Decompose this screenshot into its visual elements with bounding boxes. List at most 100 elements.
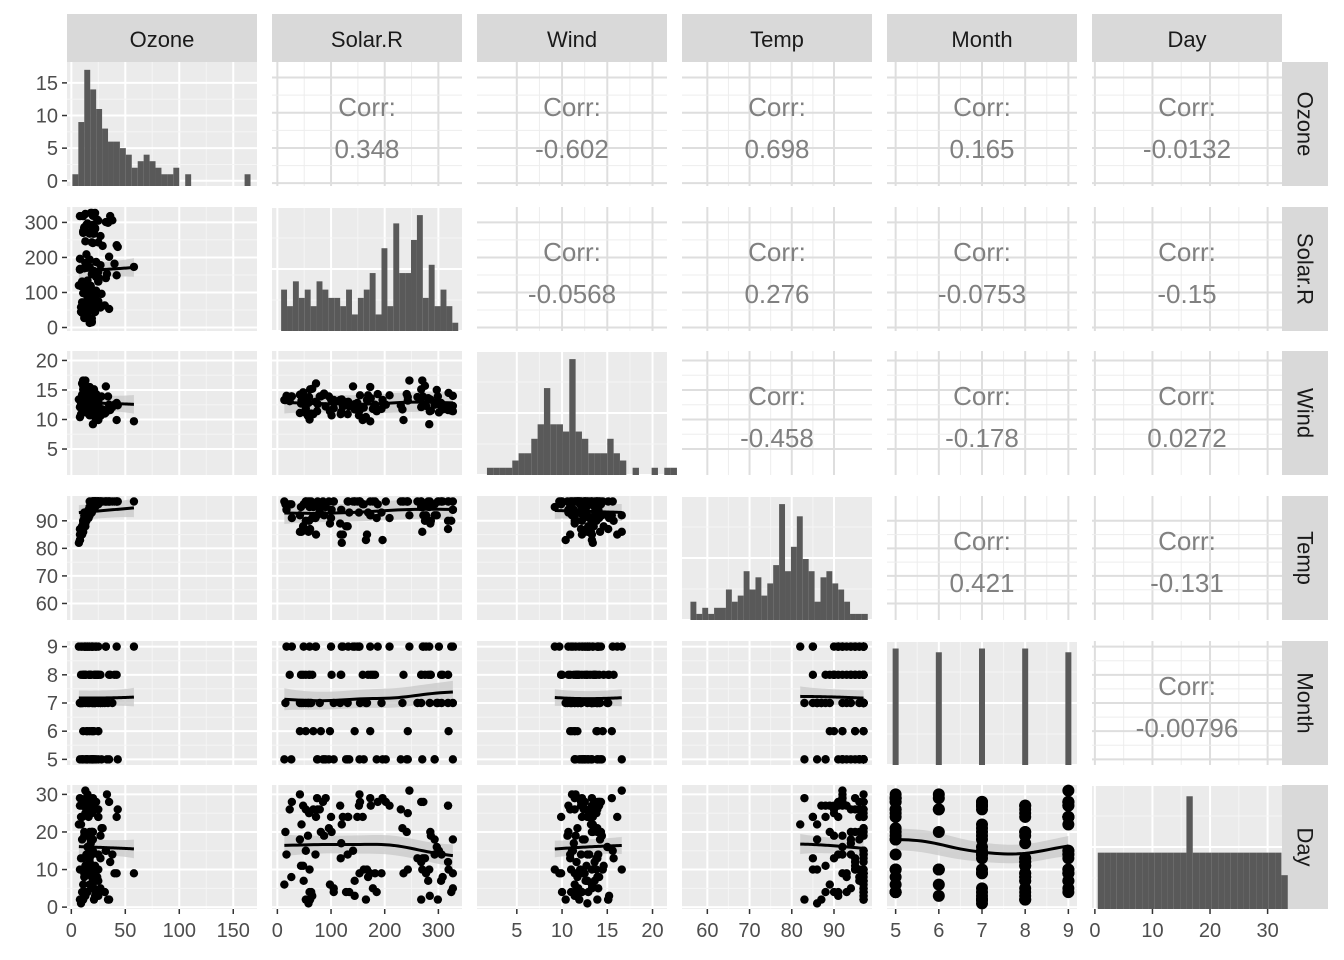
- scatter-point: [282, 391, 291, 401]
- scatter-point: [305, 642, 314, 651]
- scatter-point: [608, 642, 617, 651]
- corr-value: 0.348: [334, 134, 399, 164]
- histogram-bar: [708, 613, 715, 620]
- panel-Temp-Temp: [682, 495, 872, 621]
- scatter-point: [565, 530, 575, 539]
- scatter-point: [85, 755, 94, 764]
- corr-value: -0.0132: [1143, 134, 1231, 164]
- histogram-bar: [1249, 852, 1257, 909]
- scatter-point: [385, 513, 394, 523]
- panel-Day-Solar.R: [272, 785, 462, 909]
- histogram-bar: [1180, 852, 1187, 909]
- scatter-point: [590, 670, 599, 680]
- scatter-point: [305, 865, 314, 874]
- histogram-bar: [446, 306, 453, 331]
- scatter-point: [569, 839, 579, 848]
- scatter-point: [81, 209, 90, 219]
- histogram-bar: [102, 128, 109, 186]
- scatter-point: [377, 869, 386, 878]
- histogram-bar: [1281, 875, 1288, 909]
- scatter-point: [366, 497, 375, 506]
- corr-panel-Wind-Day: Corr: 0.0272: [1092, 351, 1282, 475]
- scatter-point: [808, 812, 818, 822]
- x-tick-label: 5: [511, 920, 522, 942]
- scatter-point: [398, 698, 407, 708]
- scatter-point: [594, 850, 603, 859]
- scatter-point: [80, 869, 89, 878]
- scatter-point: [78, 755, 88, 764]
- corr-value: 0.276: [744, 279, 809, 309]
- x-tick-label: 6: [933, 920, 944, 942]
- scatter-point: [77, 530, 87, 539]
- scatter-point: [846, 827, 856, 837]
- histogram-bar: [125, 154, 132, 186]
- scatter-point: [94, 755, 103, 764]
- scatter-point: [82, 250, 91, 259]
- scatter-point: [578, 835, 588, 844]
- scatter-point: [1062, 810, 1075, 823]
- row-strip-label: Wind: [1293, 388, 1318, 438]
- scatter-point: [87, 642, 97, 651]
- x-tick-label: 7: [976, 920, 987, 942]
- scatter-point: [592, 726, 601, 736]
- scatter-point: [337, 538, 346, 548]
- scatter-point: [113, 755, 122, 764]
- histogram-bar: [287, 306, 293, 331]
- bar: [935, 652, 942, 765]
- scatter-point: [932, 825, 945, 838]
- scatter-point: [326, 513, 336, 523]
- y-tick-label: 300: [25, 212, 58, 234]
- scatter-point: [859, 895, 868, 904]
- scatter-point: [578, 642, 588, 651]
- scatter-point: [93, 215, 102, 224]
- histogram-bar: [731, 601, 738, 620]
- panel-Month-Solar.R: [272, 641, 462, 765]
- scatter-point: [808, 670, 818, 680]
- histogram-bar: [486, 467, 494, 475]
- scatter-point: [817, 801, 826, 810]
- panel-background: [682, 207, 872, 331]
- scatter-point: [74, 281, 84, 290]
- scatter-point: [372, 755, 381, 764]
- histogram-bar: [790, 546, 797, 620]
- scatter-point: [1019, 837, 1032, 850]
- histogram-bar: [428, 264, 435, 331]
- histogram-bar: [1243, 852, 1250, 909]
- column-strip-label: Ozone: [130, 27, 195, 52]
- histogram-bar: [387, 306, 394, 331]
- y-tick-label: 15: [36, 380, 58, 402]
- histogram-bar: [850, 613, 856, 620]
- scatter-point: [593, 797, 602, 807]
- scatter-point: [584, 497, 594, 506]
- scatter-point: [336, 670, 345, 680]
- corr-value: -0.178: [945, 423, 1019, 453]
- scatter-point: [932, 863, 945, 876]
- scatter-point: [86, 281, 95, 291]
- scatter-point: [90, 670, 100, 680]
- scatter-point: [834, 642, 843, 651]
- bar: [892, 648, 899, 765]
- scatter-point: [607, 726, 617, 736]
- corr-label: Corr:: [1158, 526, 1216, 556]
- scatter-point: [373, 500, 382, 509]
- y-tick-label: 15: [36, 73, 58, 95]
- corr-value: -0.00796: [1136, 713, 1239, 743]
- scatter-point: [305, 502, 314, 512]
- bar: [1065, 652, 1072, 765]
- scatter-point: [556, 670, 566, 680]
- scatter-point: [432, 385, 441, 395]
- scatter-point: [309, 726, 318, 736]
- y-tick-label: 100: [25, 282, 58, 304]
- scatter-point: [84, 288, 93, 297]
- scatter-point: [425, 891, 434, 901]
- scatter-point: [557, 887, 567, 897]
- scatter-point: [423, 670, 433, 680]
- histogram-bar: [357, 297, 364, 331]
- scatter-point: [889, 803, 902, 816]
- column-strip-Wind: [477, 14, 667, 62]
- scatter-point: [96, 884, 105, 893]
- corr-label: Corr:: [953, 237, 1011, 267]
- scatter-point: [87, 317, 97, 326]
- histogram-bar: [1167, 852, 1174, 909]
- scatter-point: [280, 755, 289, 764]
